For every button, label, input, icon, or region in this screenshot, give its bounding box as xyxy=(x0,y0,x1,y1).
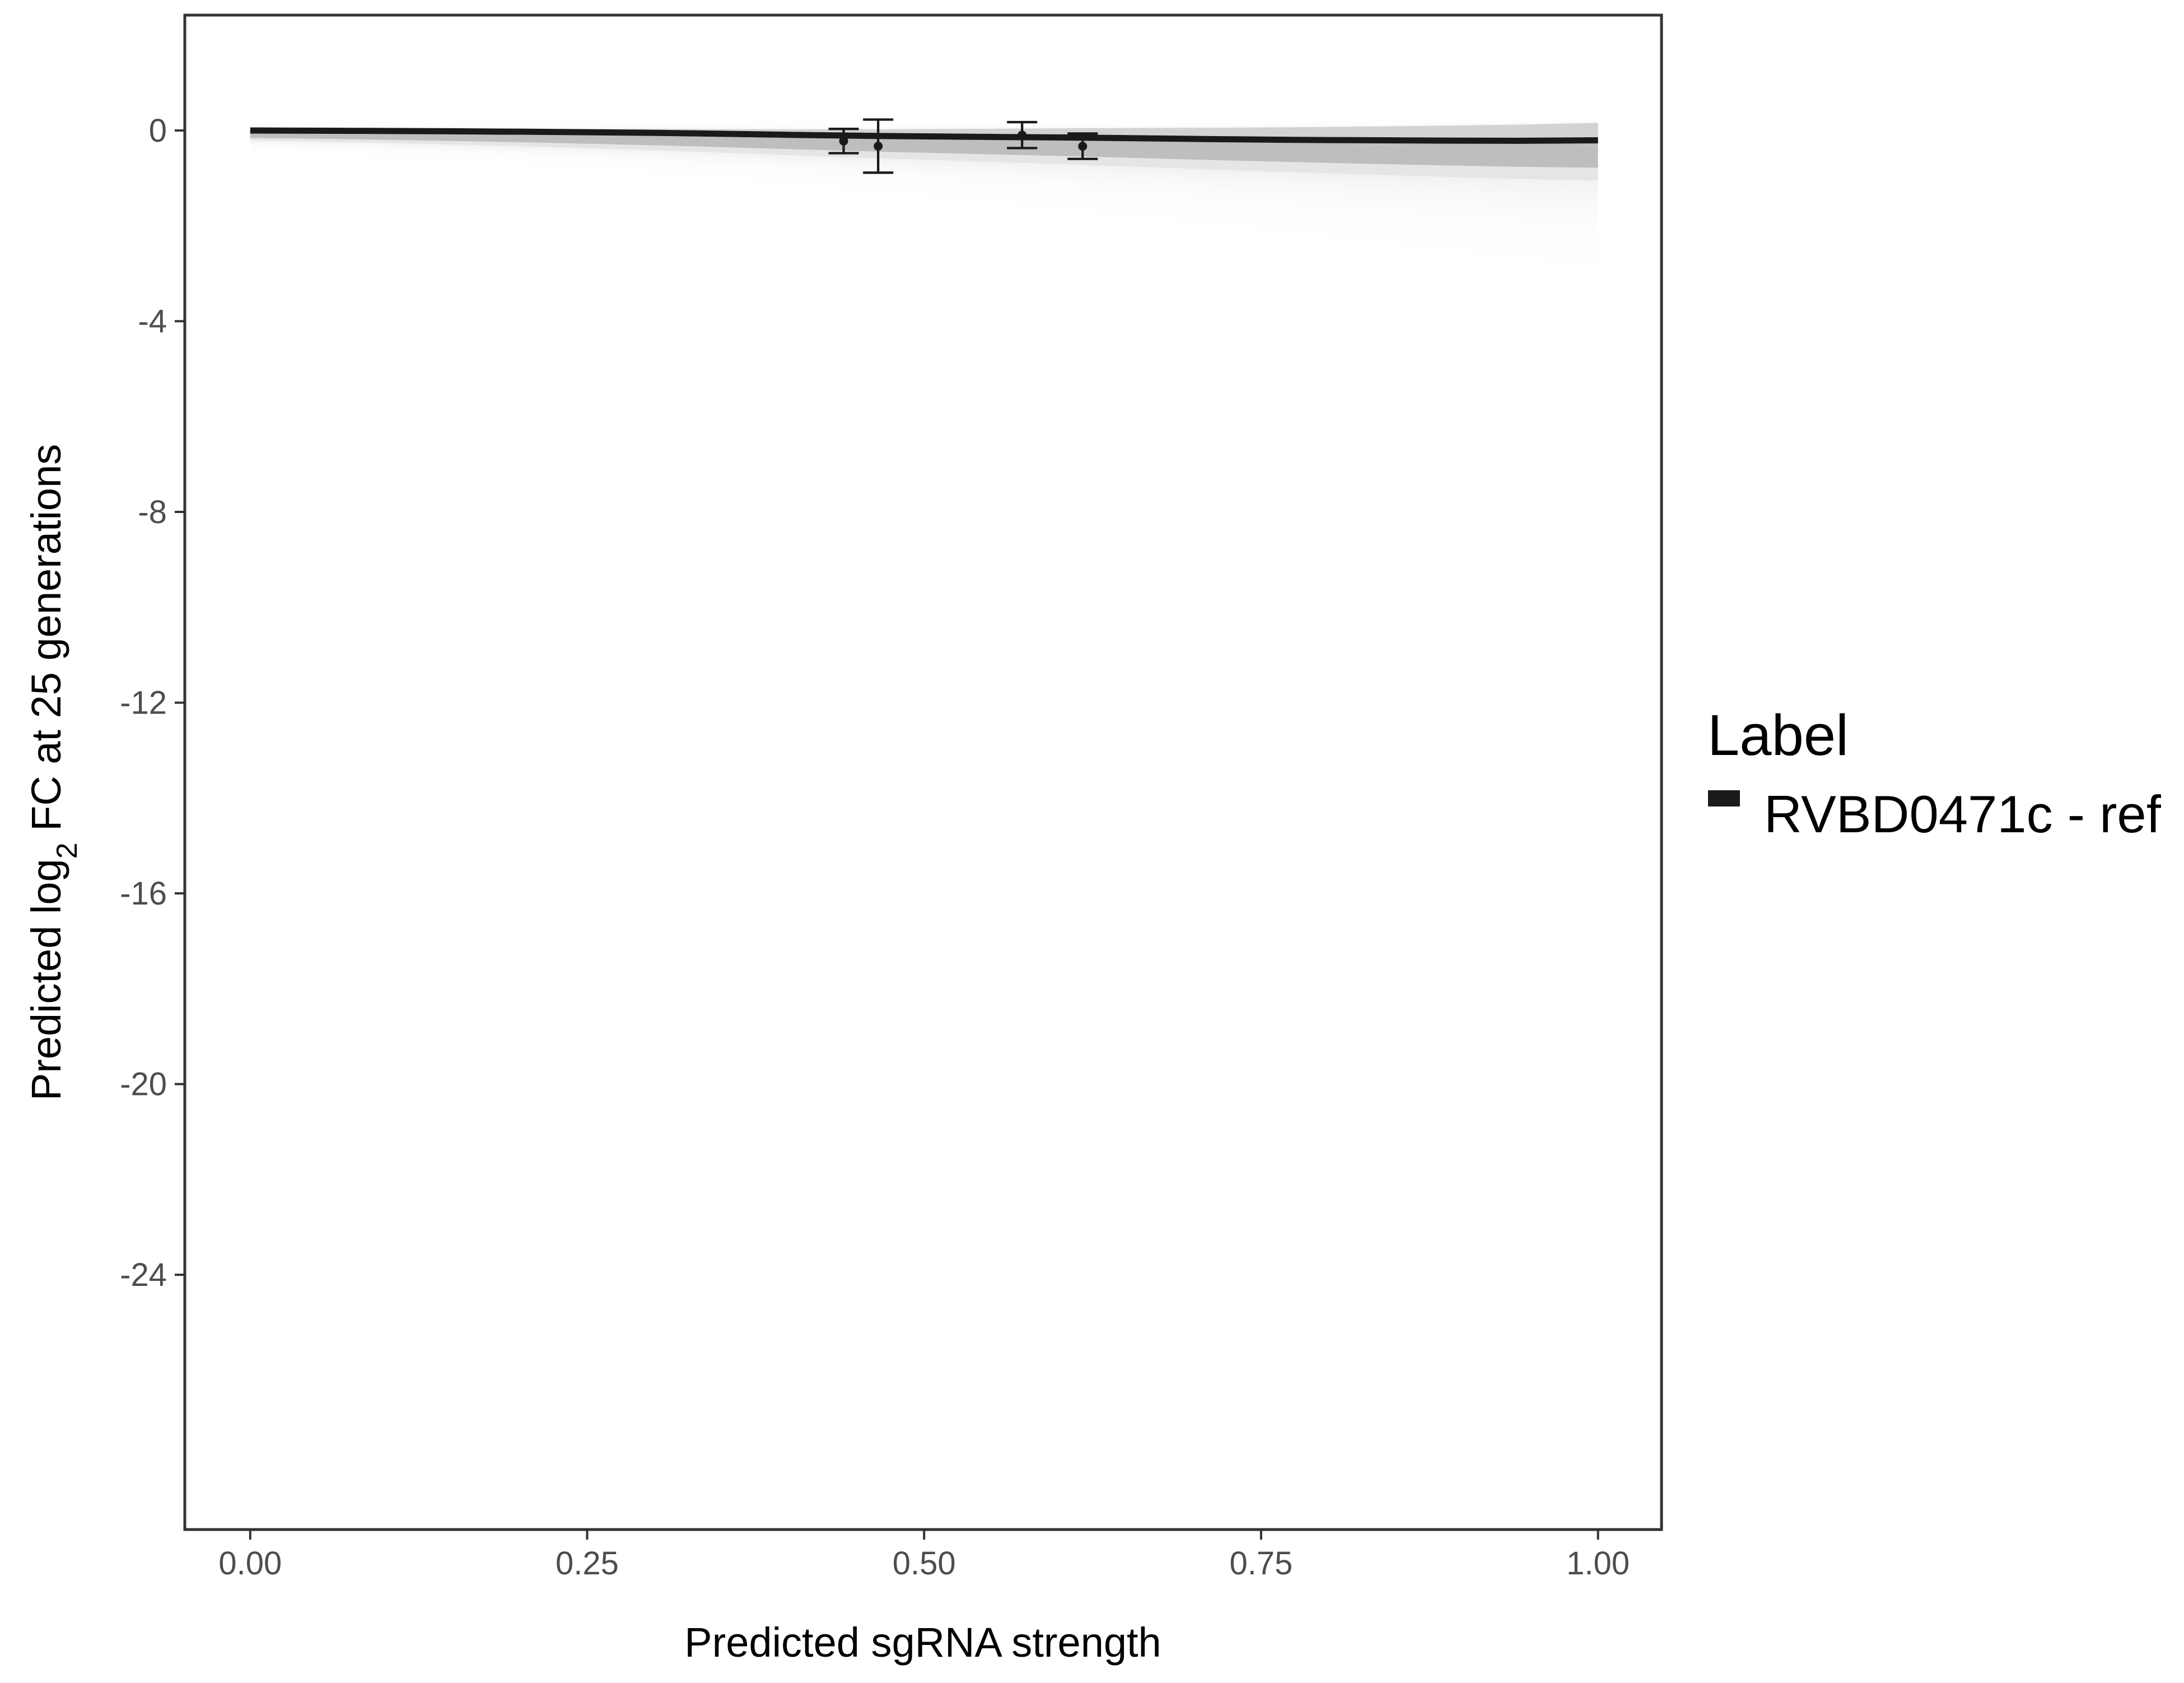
svg-text:0: 0 xyxy=(149,113,167,149)
svg-text:-20: -20 xyxy=(120,1066,167,1103)
svg-text:Label: Label xyxy=(1707,703,1849,767)
svg-text:Predicted sgRNA strength: Predicted sgRNA strength xyxy=(684,1619,1161,1666)
svg-text:-12: -12 xyxy=(120,685,167,721)
svg-text:-24: -24 xyxy=(120,1257,167,1293)
svg-text:0.00: 0.00 xyxy=(218,1545,282,1582)
svg-text:0.50: 0.50 xyxy=(893,1545,956,1582)
svg-text:RVBD0471c - ref: RVBD0471c - ref xyxy=(1764,785,2162,843)
svg-text:-4: -4 xyxy=(138,304,167,340)
svg-text:-16: -16 xyxy=(120,875,167,912)
svg-text:-8: -8 xyxy=(138,494,167,530)
svg-text:1.00: 1.00 xyxy=(1566,1545,1630,1582)
svg-text:0.75: 0.75 xyxy=(1229,1545,1292,1582)
svg-text:0.25: 0.25 xyxy=(556,1545,619,1582)
